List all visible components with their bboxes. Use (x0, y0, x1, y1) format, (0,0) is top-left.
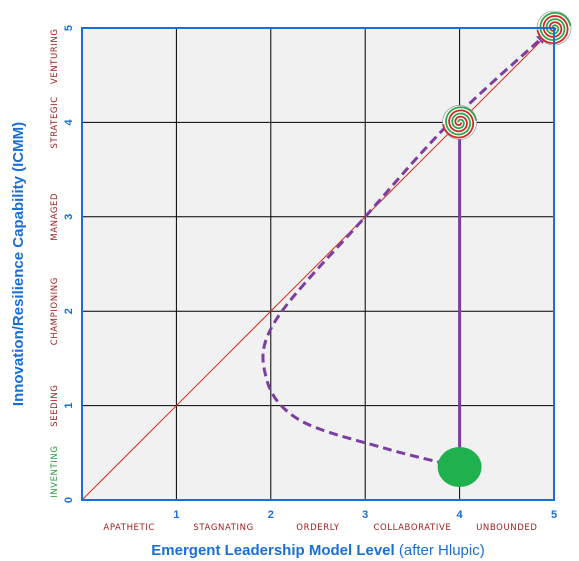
plot-frame (81, 27, 555, 501)
y-stage-label: INVENTING (50, 445, 60, 497)
x-stage-label: COLLABORATIVE (373, 523, 451, 533)
y-tick-label: 3 (63, 214, 75, 220)
y-stage-labels: INVENTING SEEDING CHAMPIONING MANAGED STRATE… (50, 28, 60, 497)
x-stage-label: UNBOUNDED (476, 523, 537, 533)
spiral-green (539, 11, 572, 41)
y-tick-label: 0 (63, 497, 75, 503)
y-stage-label: VENTURING (50, 28, 60, 84)
x-tick-label: 5 (551, 509, 557, 521)
x-tick-label: 2 (268, 509, 274, 521)
x-stage-label: STAGNATING (193, 523, 253, 533)
x-tick-label: 4 (457, 509, 464, 521)
x-tick-labels: 1 2 3 4 5 (173, 509, 557, 521)
reference-diagonal (81, 27, 555, 501)
y-stage-label: SEEDING (50, 384, 60, 426)
y-tick-label: 2 (63, 308, 75, 314)
x-stage-label: ORDERLY (296, 523, 340, 533)
y-stage-label: MANAGED (50, 193, 60, 241)
y-tick-label: 4 (63, 118, 75, 125)
y-tick-label: 5 (63, 25, 75, 31)
y-stage-label: CHAMPIONING (50, 277, 60, 345)
spiral-marker (442, 105, 477, 140)
y-stage-label: STRATEGIC (50, 96, 60, 148)
y-tick-labels: 0 1 2 3 4 5 (63, 25, 75, 503)
y-tick-label: 1 (63, 403, 75, 409)
spiral-red (442, 109, 475, 139)
x-tick-label: 3 (362, 509, 368, 521)
x-tick-label: 1 (173, 509, 179, 521)
x-stage-labels: APATHETIC STAGNATING ORDERLY COLLABORATIVE U… (103, 523, 537, 533)
x-axis-title: Emergent Leadership Model Level (after H… (151, 542, 484, 559)
spiral-green (445, 106, 477, 136)
markers (437, 10, 572, 487)
start-dot (437, 446, 482, 487)
y-axis-title: Innovation/Resilience Capability (ICMM) (10, 122, 27, 406)
x-stage-label: APATHETIC (103, 523, 155, 533)
